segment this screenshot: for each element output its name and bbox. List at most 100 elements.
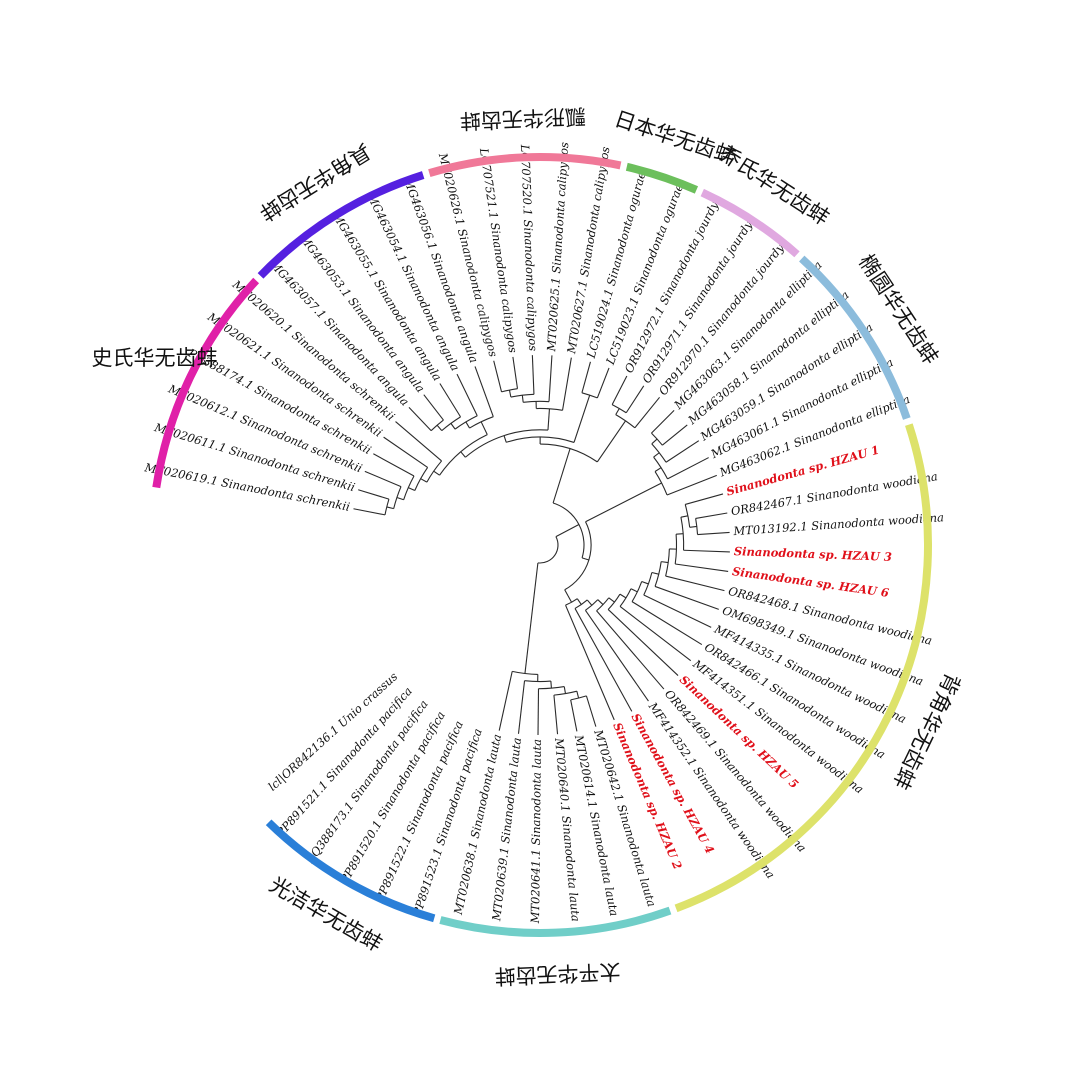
tree-branch <box>555 523 580 538</box>
tree-branch <box>596 367 610 399</box>
tree-branch <box>643 594 712 628</box>
tree-node-arc <box>426 460 443 483</box>
tree-branch <box>521 395 524 403</box>
tree-node-arc <box>615 414 636 429</box>
tree-branches <box>353 355 730 735</box>
tree-branch <box>641 581 649 585</box>
tree-node-arc <box>654 471 668 496</box>
tree-branch <box>596 420 627 463</box>
tree-branch <box>654 467 662 472</box>
tree-node-arc <box>506 436 575 443</box>
tree-node-arc <box>510 393 534 398</box>
tree-branch <box>619 593 627 599</box>
tree-branch <box>439 383 462 418</box>
tree-branch <box>561 357 572 411</box>
tree-node-arc <box>651 443 667 463</box>
tree-branch <box>395 421 442 462</box>
tree-node-arc <box>403 475 415 500</box>
tree-branch <box>685 493 724 505</box>
tree-node-arc <box>536 407 563 411</box>
tree-branch <box>524 562 539 674</box>
tree-branch <box>512 356 519 389</box>
tree-branch <box>456 373 478 417</box>
tree-node-arc <box>564 521 592 591</box>
tree-node-arc <box>537 536 559 564</box>
tree-branch <box>353 508 386 516</box>
tree-branch <box>420 478 428 483</box>
clade-arc-angula <box>257 171 425 279</box>
tree-branch <box>408 487 416 491</box>
tree-node-arc <box>651 432 663 446</box>
tree-node-arc <box>611 404 627 414</box>
tree-branch <box>661 561 669 564</box>
tree-branch <box>547 408 550 431</box>
leaf-label: Sinanodonta sp. HZAU 3 <box>734 544 893 564</box>
tree-branch <box>563 686 567 694</box>
tree-branch <box>666 474 717 496</box>
clade-arc-schrenkii <box>152 277 260 489</box>
tree-branch <box>630 588 638 593</box>
clade-label-angula: 具角华无齿蚌 <box>255 139 375 226</box>
tree-branch <box>665 575 725 592</box>
tree-branch <box>433 470 440 476</box>
tree-branch <box>689 525 697 528</box>
tree-branch <box>576 598 582 605</box>
leaf-label: MT020641.1 Sinanodonta lauta <box>528 739 544 925</box>
tree-branch <box>465 421 471 429</box>
leaf-label: MT020625.1 Sinanodonta calipygos <box>544 142 571 353</box>
tree-branch <box>651 438 658 445</box>
tree-node-arc <box>570 695 587 701</box>
tree-branch <box>564 589 569 597</box>
tree-branch <box>480 421 488 435</box>
tree-branch <box>586 599 593 606</box>
tree-branch <box>474 366 494 417</box>
tree-branch <box>615 408 620 415</box>
tree-branch <box>651 410 675 434</box>
tree-branch <box>396 496 404 501</box>
tree-branch <box>450 423 456 430</box>
tree-branch <box>508 389 512 398</box>
tree-node-arc <box>585 599 599 611</box>
tree-branch <box>653 452 660 458</box>
tree-branch <box>680 515 689 518</box>
tree-node-arc <box>540 443 598 463</box>
tree-branch <box>553 695 559 735</box>
tree-node-arc <box>619 588 632 607</box>
tree-node-arc <box>581 392 598 399</box>
tree-node-arc <box>538 686 565 690</box>
tree-node-arc <box>393 486 402 509</box>
tree-branch <box>408 407 432 432</box>
tree-branch <box>585 482 662 523</box>
tree-branch <box>619 606 692 662</box>
tree-node-arc <box>439 434 488 476</box>
clade-arc-pacifica <box>265 819 436 923</box>
tree-branch <box>570 699 578 732</box>
tree-branch <box>358 489 390 500</box>
tree-node-arc <box>574 599 588 609</box>
clade-label-lauta: 太平华无齿蚌 <box>494 959 621 988</box>
clade-label-calipygos: 瓢形华无齿蚌 <box>459 104 586 133</box>
tree-branch <box>651 571 659 575</box>
tree-branch <box>596 610 665 690</box>
tree-node-arc <box>454 415 478 430</box>
tree-branch <box>576 691 580 699</box>
tree-branch <box>386 506 394 510</box>
clade-label-schrenkii: 史氏华无齿蚌 <box>92 346 218 370</box>
tree-branch <box>565 604 615 721</box>
tree-branch <box>597 599 604 605</box>
tree-branch <box>676 533 684 535</box>
tree-branch <box>567 595 573 603</box>
tree-branch <box>695 512 728 519</box>
tree-node-arc <box>552 502 585 559</box>
tree-branch <box>493 360 503 393</box>
tree-branch <box>574 608 633 712</box>
tree-branch <box>631 601 703 646</box>
tree-branch <box>608 597 615 603</box>
tree-branch <box>573 394 591 443</box>
tree-branch <box>383 436 428 468</box>
tree-node-arc <box>430 419 444 432</box>
tree-branch <box>581 361 591 393</box>
tree-branch <box>423 394 444 421</box>
tree-branch <box>665 440 700 463</box>
